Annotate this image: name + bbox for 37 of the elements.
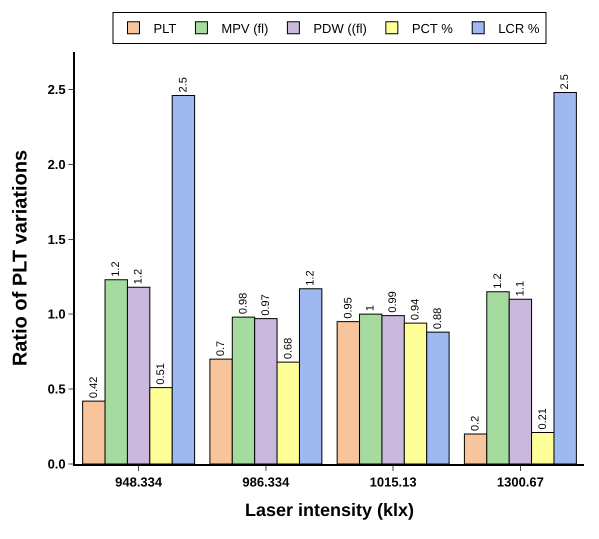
x-tick-label: 986.334 [242,474,290,490]
x-tick-label: 948.334 [115,474,163,490]
y-tick-label: 2.5 [48,82,66,97]
data-label: 1.2 [304,270,317,286]
data-label: 1.2 [132,268,145,284]
data-label: 0.68 [282,338,294,360]
data-label: 2.5 [559,74,572,90]
x-tick-label: 1300.67 [496,474,544,490]
legend-label: LCR % [498,20,540,36]
data-label: 0.98 [237,292,250,314]
data-label: 1.1 [514,280,526,296]
y-axis-title: Ratio of PLT variations [10,150,32,366]
data-label: 1.2 [110,261,122,277]
data-label: 2.5 [177,77,190,92]
y-tick-label: 1.0 [48,306,66,322]
data-label: 1.2 [492,273,504,289]
legend-label: PDW ((fl) [313,20,367,36]
data-label: 0.95 [342,297,354,319]
legend-label: MPV (fl) [221,20,268,36]
data-label: 0.21 [536,408,549,430]
legend-label: PLT [154,20,176,36]
data-label: 0.94 [410,298,422,320]
data-label: 0.42 [88,376,100,398]
data-label: 1 [364,305,377,312]
legend-label: PCT % [412,20,454,36]
y-tick-label: 0.5 [48,382,66,397]
data-label: 0.97 [260,294,272,316]
x-axis-title: Laser intensity (klx) [244,500,414,520]
data-label: 0.99 [387,291,400,313]
data-label: 0.7 [215,340,228,356]
y-tick-label: 2.0 [48,156,66,172]
y-tick-label: 1.5 [48,232,66,247]
y-tick-label: 0.0 [48,456,66,472]
x-tick-label: 1015.13 [370,474,417,490]
data-label: 0.2 [470,416,482,432]
data-label: 0.51 [155,363,168,385]
data-label: 0.88 [432,308,444,330]
